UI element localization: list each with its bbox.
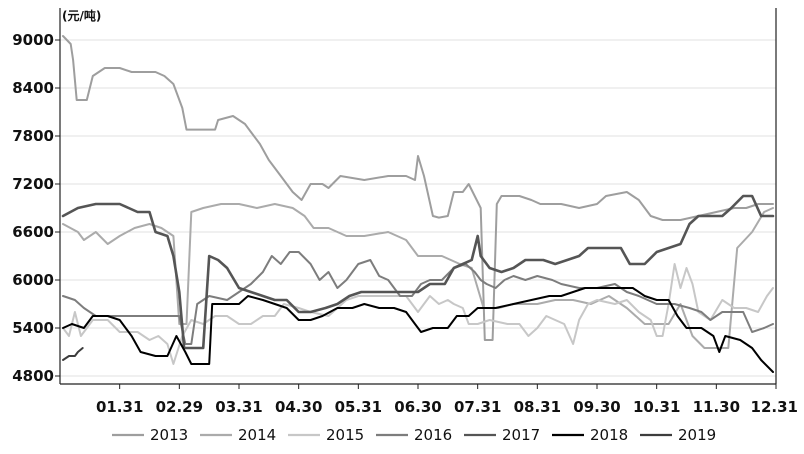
x-tick-label: 07.31 (454, 398, 501, 416)
x-tick-label: 08.31 (514, 398, 561, 416)
x-tick-label: 10.31 (633, 398, 680, 416)
series-line-2014 (62, 203, 774, 349)
x-tick-label: 11.30 (693, 398, 740, 416)
x-tick-label: 05.31 (335, 398, 382, 416)
unit-label: (元/吨) (62, 8, 101, 23)
y-tick-label: 4800 (12, 367, 54, 385)
legend-label: 2017 (502, 426, 540, 444)
axes (55, 8, 777, 389)
y-tick-label: 7800 (12, 127, 54, 145)
series-line-2018 (62, 287, 774, 373)
series-line-2013 (62, 35, 774, 341)
series-line-2017 (61, 194, 775, 350)
legend-label: 2013 (150, 426, 188, 444)
x-tick-label: 09.30 (573, 398, 620, 416)
legend-label: 2018 (590, 426, 628, 444)
y-tick-label: 7200 (12, 175, 54, 193)
legend-label: 2016 (414, 426, 452, 444)
x-tick-label: 04.30 (275, 398, 322, 416)
x-tick-label: 01.31 (96, 398, 143, 416)
legend-item-2014: 2014 (200, 426, 276, 444)
series-lines (61, 35, 775, 373)
series-line-2015 (62, 263, 774, 365)
y-tick-labels: 4800 5400 6000 6600 7200 7800 8400 9000 (12, 31, 54, 385)
legend-item-2015: 2015 (288, 426, 364, 444)
legend-item-2016: 2016 (376, 426, 452, 444)
y-tick-label: 9000 (12, 31, 54, 49)
legend-item-2013: 2013 (112, 426, 188, 444)
legend-item-2017: 2017 (464, 426, 540, 444)
x-tick-label: 02.29 (156, 398, 203, 416)
legend-item-2019: 2019 (640, 426, 716, 444)
series-line-2019 (62, 347, 84, 361)
y-tick-label: 8400 (12, 79, 54, 97)
y-tick-label: 5400 (12, 319, 54, 337)
legend-label: 2019 (678, 426, 716, 444)
x-tick-label: 03.31 (215, 398, 262, 416)
legend-item-2018: 2018 (552, 426, 628, 444)
grid-lines (60, 39, 776, 377)
x-tick-labels: 01.31 02.29 03.31 04.30 05.31 06.30 07.31 08.31… (96, 398, 798, 416)
x-tick-label: 06.30 (394, 398, 441, 416)
legend: 2013 2014 2015 2016 2017 2018 2019 (112, 426, 716, 444)
y-tick-label: 6000 (12, 271, 54, 289)
y-tick-label: 6600 (12, 223, 54, 241)
series-line-2016 (62, 251, 774, 345)
x-tick-label: 12.31 (751, 398, 798, 416)
legend-label: 2014 (238, 426, 276, 444)
legend-label: 2015 (326, 426, 364, 444)
